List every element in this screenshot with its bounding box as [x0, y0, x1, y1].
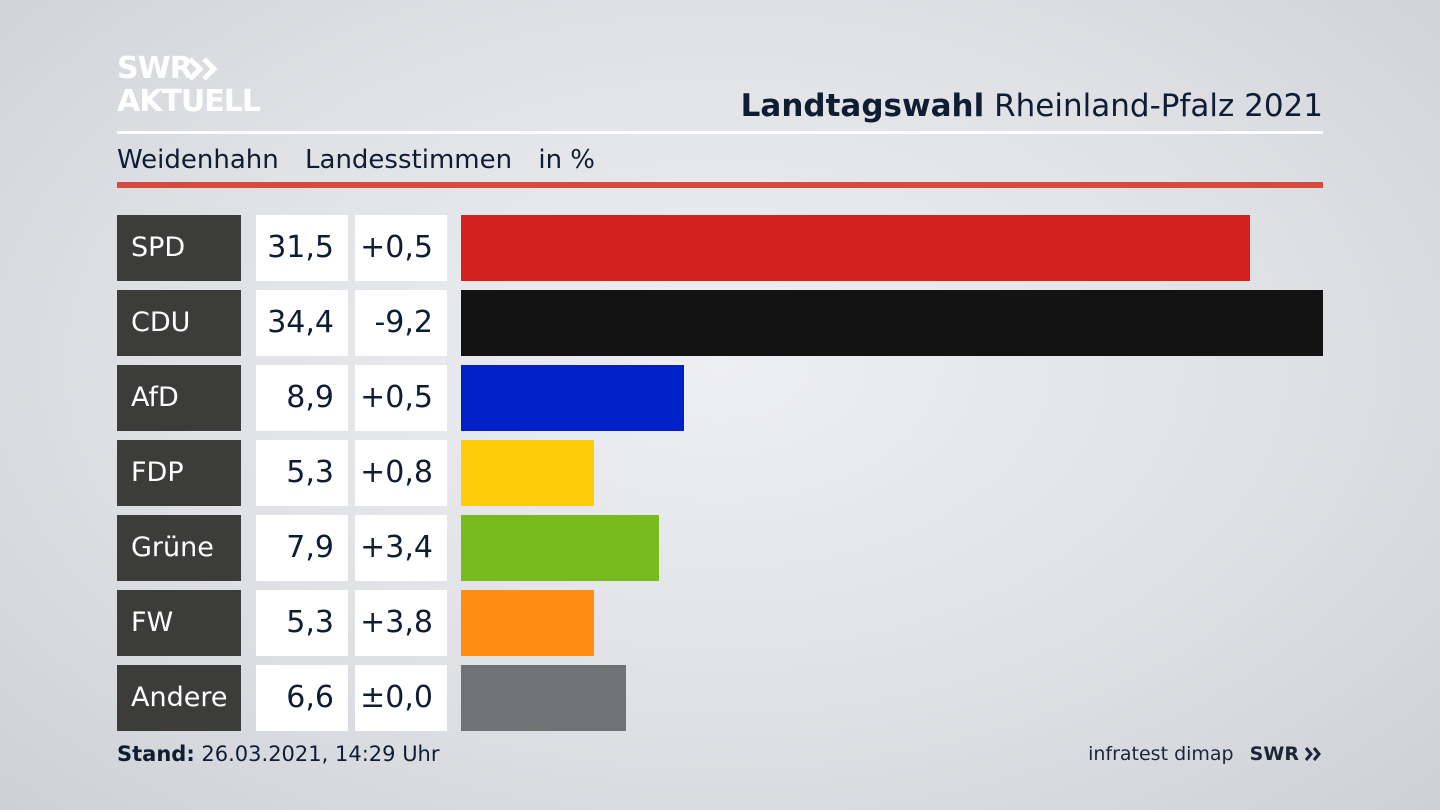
title-bold: Landtagswahl: [740, 88, 985, 124]
party-label: CDU: [117, 290, 241, 356]
chart-title: Landtagswahl Rheinland-Pfalz 2021: [741, 86, 1323, 126]
value-label: 6,6: [256, 665, 348, 731]
subtitle-measure: Landesstimmen: [305, 145, 513, 175]
bar-row: SPD 31,5 +0,5: [117, 215, 1323, 281]
bar-row: AfD 8,9 +0,5: [117, 365, 1323, 431]
diff-label: +3,8: [355, 590, 447, 656]
header-divider: [117, 131, 1323, 134]
swr-aktuell-logo: SWR AKTUELL: [117, 54, 277, 120]
party-label: Andere: [117, 665, 241, 731]
bar: [461, 365, 684, 431]
timestamp: Stand: 26.03.2021, 14:29 Uhr: [117, 740, 440, 768]
bar: [461, 215, 1250, 281]
bar-row: CDU 34,4 -9,2: [117, 290, 1323, 356]
bar-row: Grüne 7,9 +3,4: [117, 515, 1323, 581]
diff-label: +0,5: [355, 365, 447, 431]
bar: [461, 590, 594, 656]
title-rest: Rheinland-Pfalz 2021: [994, 88, 1323, 124]
swr-chevrons-icon: [1304, 747, 1321, 761]
bar: [461, 515, 659, 581]
diff-label: -9,2: [355, 290, 447, 356]
party-label: SPD: [117, 215, 241, 281]
party-label: Grüne: [117, 515, 241, 581]
subtitle-place: Weidenhahn: [117, 145, 279, 175]
diff-label: ±0,0: [355, 665, 447, 731]
bar: [461, 665, 626, 731]
party-label: AfD: [117, 365, 241, 431]
chart-subtitle: Weidenhahn Landesstimmen in %: [117, 142, 613, 178]
value-label: 8,9: [256, 365, 348, 431]
diff-label: +0,5: [355, 215, 447, 281]
party-label: FW: [117, 590, 241, 656]
value-label: 34,4: [256, 290, 348, 356]
logo-line-1: SWR: [117, 51, 193, 86]
subtitle-divider: [117, 182, 1323, 188]
diff-label: +3,4: [355, 515, 447, 581]
logo-line-2: AKTUELL: [117, 84, 261, 119]
diff-label: +0,8: [355, 440, 447, 506]
source-credit: infratest dimap SWR: [1088, 740, 1323, 768]
subtitle-unit: in %: [538, 145, 596, 175]
bar-row: Andere 6,6 ±0,0: [117, 665, 1323, 731]
party-label: FDP: [117, 440, 241, 506]
value-label: 5,3: [256, 440, 348, 506]
stand-value: 26.03.2021, 14:29 Uhr: [201, 742, 440, 766]
value-label: 31,5: [256, 215, 348, 281]
stand-label: Stand:: [117, 742, 195, 766]
source-broadcaster: SWR: [1249, 743, 1299, 765]
bar: [461, 440, 594, 506]
bar-row: FDP 5,3 +0,8: [117, 440, 1323, 506]
value-label: 7,9: [256, 515, 348, 581]
bar-row: FW 5,3 +3,8: [117, 590, 1323, 656]
logo-chevrons-icon: [188, 57, 218, 81]
value-label: 5,3: [256, 590, 348, 656]
source-institute: infratest dimap: [1088, 743, 1234, 765]
bar: [461, 290, 1323, 356]
